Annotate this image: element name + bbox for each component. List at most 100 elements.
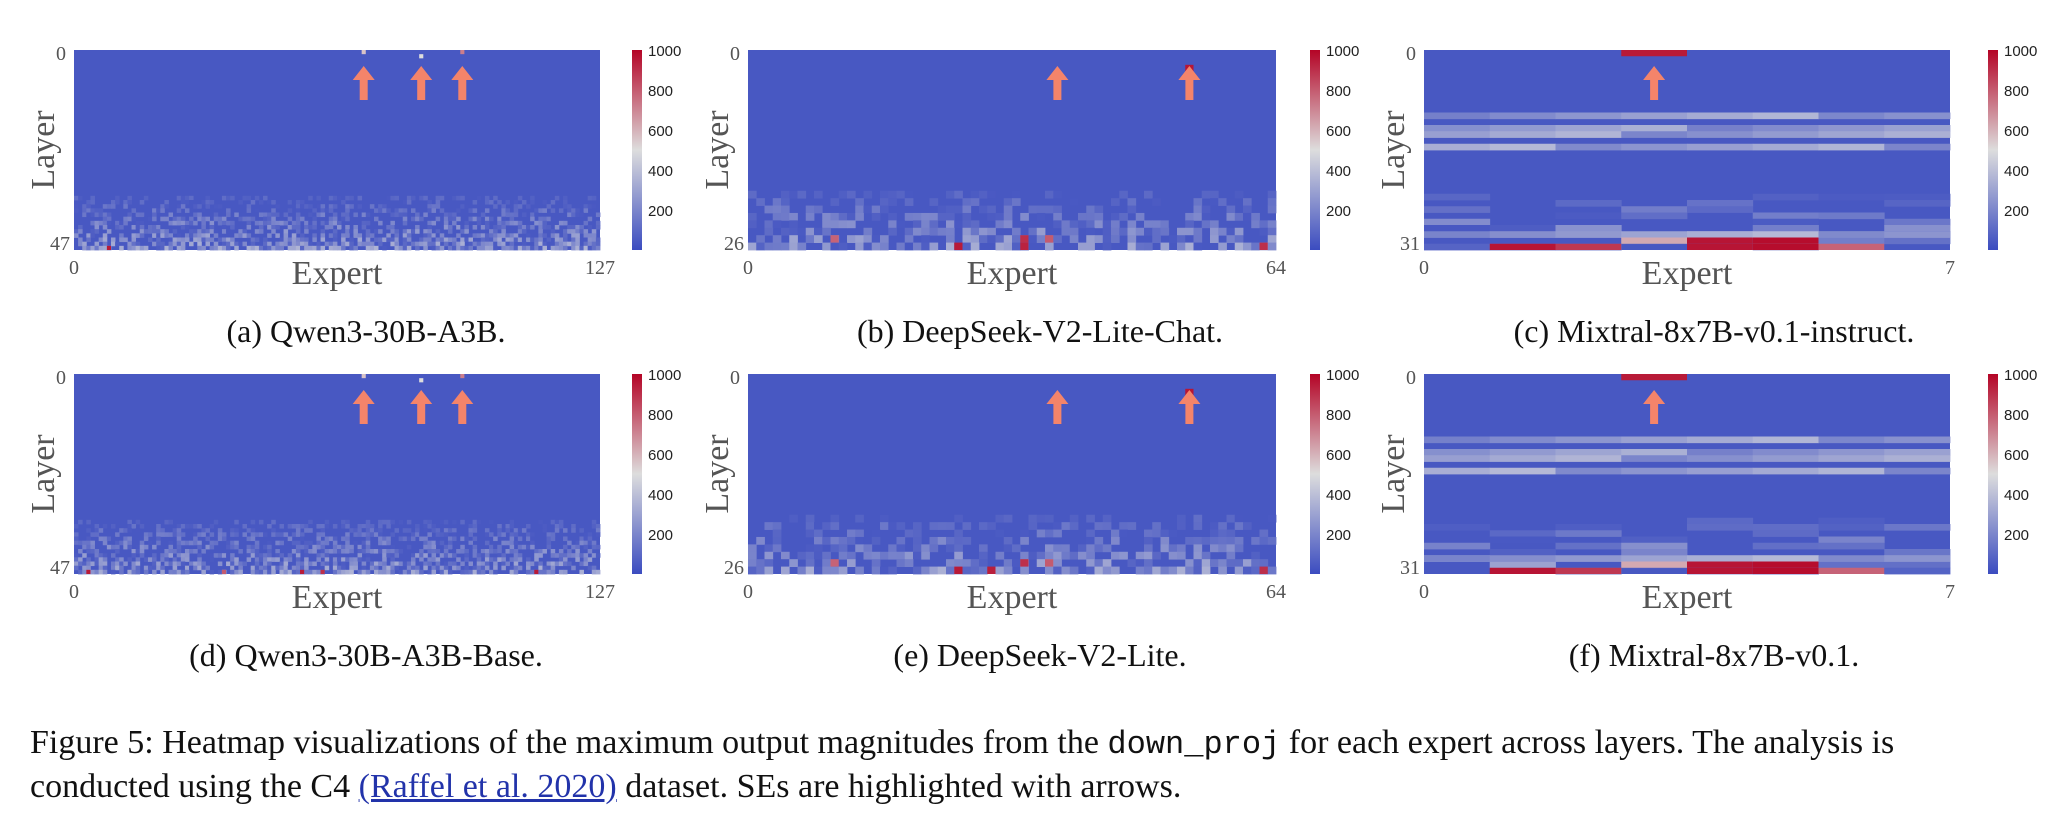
heatmap-cell xyxy=(123,216,128,222)
heatmap-cell xyxy=(435,241,441,247)
heatmap-cell xyxy=(583,229,589,234)
caption-citation-link[interactable]: (Raffel et al. 2020) xyxy=(358,768,617,805)
heatmap-cell xyxy=(1424,555,1491,562)
hot-cell xyxy=(221,569,227,574)
heatmap-cell xyxy=(1086,235,1095,243)
heatmap-cell xyxy=(954,205,963,214)
hot-cell xyxy=(954,566,963,574)
heatmap-cell xyxy=(1218,242,1227,251)
heatmap-cell xyxy=(1818,112,1885,120)
heatmap-cell xyxy=(402,216,408,222)
heatmap-cell xyxy=(406,245,412,251)
heatmap-cell xyxy=(415,532,420,537)
heatmap-cell xyxy=(300,237,305,243)
heatmap-cell xyxy=(550,553,556,558)
heatmap-cell xyxy=(402,245,408,251)
heatmap-cell xyxy=(304,225,309,230)
heatmap-cell xyxy=(1267,514,1277,523)
heatmap-cell xyxy=(123,220,128,226)
heatmap-cell xyxy=(1884,237,1951,245)
heatmap-cell xyxy=(1752,530,1819,537)
heatmap-cell xyxy=(324,540,330,546)
heatmap-cell xyxy=(542,225,547,230)
hot-cell xyxy=(1045,559,1054,567)
heatmap-cell xyxy=(493,237,498,243)
heatmap-cell xyxy=(484,241,490,247)
heatmap-cell xyxy=(443,528,449,533)
heatmap-cell xyxy=(382,561,387,567)
heatmap-cell xyxy=(410,208,416,213)
heatmap-cell xyxy=(287,524,293,529)
heatmap-cell xyxy=(168,561,174,567)
heatmap-cell xyxy=(1687,449,1754,456)
heatmap-cell xyxy=(86,544,91,550)
heatmap-cell xyxy=(1489,536,1556,544)
colorbar-tick-label: 1000 xyxy=(648,43,681,60)
heatmap-cell xyxy=(526,544,531,550)
heatmap-cell xyxy=(156,208,161,213)
heatmap-cell xyxy=(587,241,593,247)
heatmap-cell xyxy=(896,190,906,199)
heatmap-cell xyxy=(497,557,502,562)
heatmap-cell xyxy=(962,227,972,236)
heatmap-cell xyxy=(1210,220,1219,229)
heatmap-cell xyxy=(176,237,182,243)
heatmap-cell xyxy=(1555,112,1622,120)
heatmap-cell xyxy=(147,216,153,222)
heatmap-cell xyxy=(143,229,149,234)
heatmap-cell xyxy=(443,565,449,571)
heatmap-cell xyxy=(324,519,330,525)
heatmap-cell xyxy=(521,237,527,243)
heatmap-cell xyxy=(587,549,593,554)
colorbar-tick-label: 200 xyxy=(648,527,673,544)
heatmap-cell xyxy=(480,549,486,554)
heatmap-cell xyxy=(464,536,469,542)
heatmap-cell xyxy=(419,195,424,201)
heatmap-cell xyxy=(1102,559,1112,567)
heatmap-cell xyxy=(369,565,375,571)
heatmap-cell xyxy=(814,551,823,560)
heatmap-cell xyxy=(365,549,371,554)
heatmap-cell xyxy=(1045,551,1054,560)
heatmap-cell xyxy=(435,532,441,537)
heatmap-cell xyxy=(513,220,519,226)
heatmap-cell xyxy=(1218,566,1227,575)
heatmap-cell xyxy=(291,565,297,571)
heatmap-cell xyxy=(295,544,301,550)
heatmap-cell xyxy=(447,216,453,222)
heatmap-cell xyxy=(587,536,593,542)
heatmap-cell xyxy=(345,241,350,247)
hot-cell xyxy=(830,235,839,243)
heatmap-cell xyxy=(447,237,453,243)
heatmap-cell xyxy=(904,190,914,199)
heatmap-cell xyxy=(221,553,227,558)
heatmap-cell xyxy=(489,549,494,554)
heatmap-cell xyxy=(373,569,379,575)
heatmap-cell xyxy=(131,569,137,575)
heatmap-cell xyxy=(378,237,383,243)
heatmap-cell xyxy=(1069,220,1079,229)
heatmap-cell xyxy=(468,528,474,533)
heatmap-cell xyxy=(197,216,202,222)
heatmap-cell xyxy=(402,241,408,247)
heatmap-cell xyxy=(460,225,465,230)
heatmap-cell xyxy=(1752,231,1819,238)
heatmap-cell xyxy=(361,532,367,537)
heatmap-cell xyxy=(1424,206,1491,213)
heatmap-cell xyxy=(320,544,326,550)
heatmap-cell xyxy=(1621,143,1688,151)
heatmap-cell xyxy=(513,212,519,218)
heatmap-cell xyxy=(135,569,141,575)
heatmap-cell xyxy=(361,528,367,533)
heatmap-cell xyxy=(110,524,116,529)
heatmap-cell xyxy=(567,204,572,209)
heatmap-cell xyxy=(147,565,153,571)
heatmap-cell xyxy=(110,553,116,558)
heatmap-cell xyxy=(143,216,149,222)
heatmap-cell xyxy=(591,195,597,201)
heatmap-cell xyxy=(423,245,428,251)
heatmap-cell xyxy=(312,208,317,213)
heatmap-cell xyxy=(365,544,371,550)
heatmap-cell xyxy=(254,245,260,251)
heatmap-cell xyxy=(271,528,276,533)
